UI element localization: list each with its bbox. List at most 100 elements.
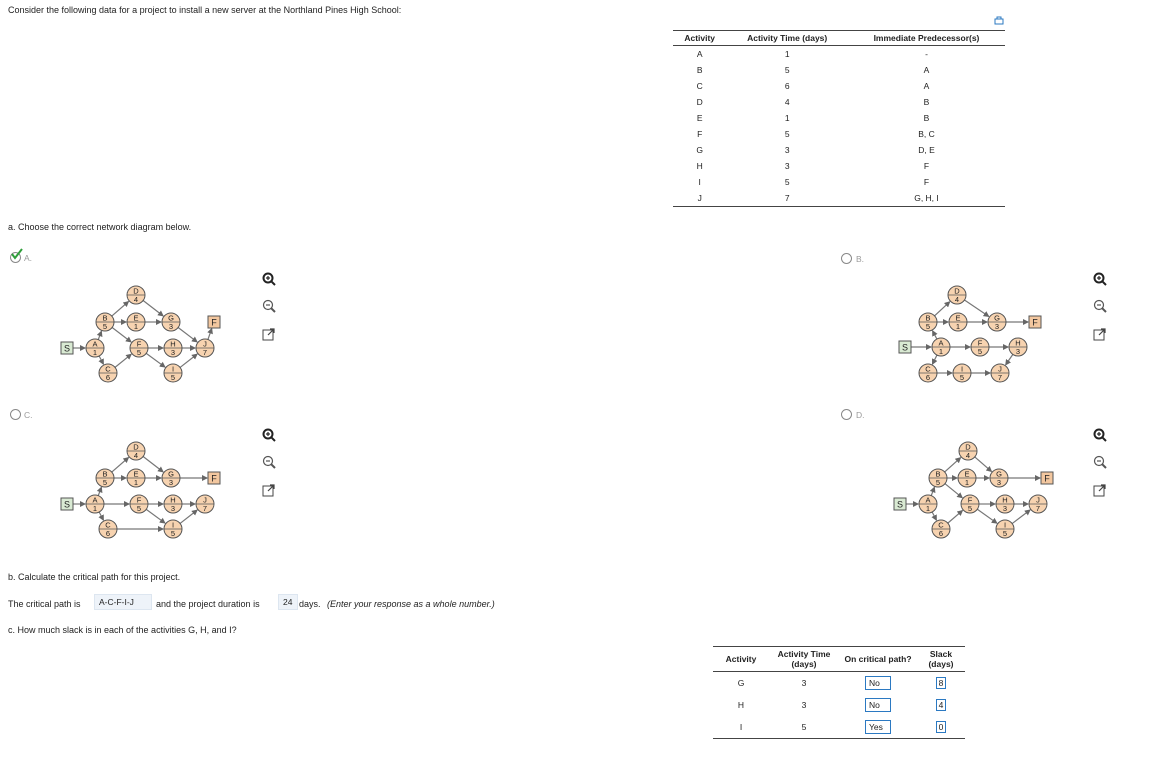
zoom-in-icon[interactable] (261, 427, 277, 443)
slack-cell-critical: No (839, 694, 917, 716)
option-c-label[interactable]: C. (24, 410, 33, 420)
start-node: S (898, 340, 912, 354)
diagram-arrow (929, 486, 936, 496)
slack-col-critical: On critical path? (839, 646, 917, 672)
critical-path-input[interactable]: A-C-F-I-J (94, 594, 152, 610)
diagram-arrow (142, 300, 164, 317)
critical-answer[interactable]: No (865, 698, 891, 712)
slack-col-activity: Activity (713, 646, 769, 672)
part-c-prompt: c. How much slack is in each of the acti… (8, 625, 237, 635)
svg-text:5: 5 (137, 348, 141, 357)
zoom-out-icon[interactable] (261, 454, 277, 470)
diagram-arrow (207, 327, 213, 340)
slack-cell-activity: H (713, 694, 769, 716)
zoom-out-icon[interactable] (1092, 298, 1108, 314)
svg-text:B: B (102, 470, 107, 479)
activity-row: E 1 B (673, 110, 1005, 126)
activity-node-f: F5 (129, 494, 149, 514)
diagram-arrow (111, 300, 130, 317)
activity-node-a: A1 (931, 337, 951, 357)
svg-text:3: 3 (171, 348, 175, 357)
zoom-out-icon[interactable] (1092, 454, 1108, 470)
popout-icon[interactable] (261, 482, 277, 498)
activity-node-a: A1 (85, 494, 105, 514)
cell-activity: D (696, 97, 703, 107)
slack-cell-slack: 8 (917, 672, 965, 695)
option-a-label[interactable]: A. (24, 253, 33, 263)
option-d-label[interactable]: D. (856, 410, 865, 420)
diagram-arrow (145, 352, 166, 368)
slack-answer[interactable]: 0 (935, 721, 947, 733)
critical-answer[interactable]: Yes (865, 720, 891, 734)
part-b-prompt: b. Calculate the critical path for this … (8, 572, 181, 582)
cell-activity: C (696, 81, 703, 91)
option-d-radio[interactable] (841, 409, 852, 420)
svg-text:5: 5 (103, 478, 107, 487)
slack-table: Activity Activity Time (days) On critica… (713, 646, 965, 739)
slack-row: H 3 No 4 (713, 694, 965, 716)
start-node: S (60, 497, 74, 511)
slack-answer[interactable]: 4 (935, 699, 947, 711)
svg-text:C: C (105, 521, 111, 530)
cell-predecessors: B (923, 97, 930, 107)
svg-text:5: 5 (171, 529, 175, 538)
svg-text:I: I (172, 521, 174, 530)
duration-input[interactable]: 24 (278, 594, 298, 610)
zoom-in-icon[interactable] (1092, 427, 1108, 443)
activity-node-f: F5 (970, 337, 990, 357)
cell-predecessors: D, E (918, 145, 935, 155)
col-predecessors: Immediate Predecessor(s) (847, 30, 1005, 46)
cell-activity: J (673, 190, 727, 207)
slack-cell-activity: G (713, 672, 769, 695)
diagram-arrow (177, 326, 198, 343)
svg-text:S: S (902, 343, 908, 353)
diagram-arrow (111, 326, 132, 343)
popout-icon[interactable] (261, 326, 277, 342)
cell-predecessors: A (923, 65, 930, 75)
svg-text:H: H (170, 340, 175, 349)
zoom-in-icon[interactable] (1092, 271, 1108, 287)
svg-text:D: D (954, 287, 960, 296)
svg-text:B: B (102, 314, 107, 323)
activity-row: H 3 F (673, 158, 1005, 174)
svg-text:4: 4 (134, 451, 138, 460)
critical-answer[interactable]: No (865, 676, 891, 690)
activity-node-d: D4 (947, 285, 967, 305)
cell-time: 5 (784, 65, 790, 75)
cell-activity: G (696, 145, 703, 155)
diagram-arrow (934, 301, 951, 317)
svg-text:J: J (203, 496, 207, 505)
popout-icon[interactable] (1092, 482, 1108, 498)
activity-node-i: I5 (952, 363, 972, 383)
activity-node-i: I5 (163, 363, 183, 383)
activity-value: I (739, 722, 743, 732)
option-b-label[interactable]: B. (856, 254, 865, 264)
activity-node-i: I5 (995, 519, 1015, 539)
print-icon[interactable] (994, 16, 1004, 26)
cell-predecessors: F (923, 177, 930, 187)
slack-answer[interactable]: 8 (935, 677, 947, 689)
activity-node-f: F5 (960, 494, 980, 514)
cell-time: 1 (784, 49, 790, 59)
cell-time: 3 (784, 145, 790, 155)
slack-row: G 3 No 8 (713, 672, 965, 695)
option-c-radio[interactable] (10, 409, 21, 420)
activity-row: A 1 - (673, 46, 1005, 63)
finish-node: F (1040, 471, 1054, 485)
activity-node-d: D4 (126, 285, 146, 305)
svg-text:C: C (938, 521, 944, 530)
svg-text:S: S (897, 500, 903, 510)
diagram-arrow (98, 355, 104, 366)
svg-text:S: S (64, 344, 70, 354)
option-b-radio[interactable] (841, 253, 852, 264)
svg-text:5: 5 (926, 322, 930, 331)
finish-node: F (207, 315, 221, 329)
diagram-arrow (931, 511, 937, 522)
zoom-out-icon[interactable] (261, 298, 277, 314)
svg-text:A: A (92, 340, 97, 349)
activity-row: D 4 B (673, 94, 1005, 110)
svg-text:F: F (211, 474, 217, 484)
popout-icon[interactable] (1092, 326, 1108, 342)
zoom-in-icon[interactable] (261, 271, 277, 287)
svg-text:F: F (968, 496, 973, 505)
